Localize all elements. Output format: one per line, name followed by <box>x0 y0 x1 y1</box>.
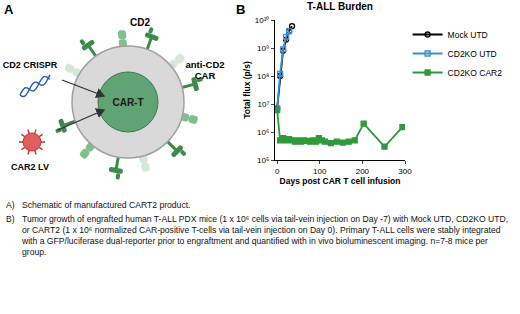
svg-text:10⁷: 10⁷ <box>258 100 270 109</box>
svg-text:10¹⁰: 10¹⁰ <box>255 16 270 25</box>
svg-text:100: 100 <box>313 167 327 176</box>
html-text:A): A) <box>6 200 15 210</box>
svg-text:CAR2 LV: CAR2 LV <box>11 162 49 172</box>
svg-text:300: 300 <box>398 167 412 176</box>
svg-text:0: 0 <box>275 167 280 176</box>
svg-text:Total flux (p/s): Total flux (p/s) <box>242 61 252 119</box>
svg-text:CD2KO CAR2: CD2KO CAR2 <box>448 68 503 78</box>
svg-text:CD2 CRISPR: CD2 CRISPR <box>3 60 58 70</box>
svg-text:200: 200 <box>356 167 370 176</box>
svg-text:10⁶: 10⁶ <box>257 128 269 137</box>
svg-text:CD2KO UTD: CD2KO UTD <box>448 49 497 59</box>
html-text:Tumor growth of engrafted huma: Tumor growth of engrafted human T-ALL PD… <box>22 214 509 257</box>
svg-text:10⁸: 10⁸ <box>257 72 269 81</box>
svg-text:T-ALL Burden: T-ALL Burden <box>307 1 373 12</box>
svg-text:Mock UTD: Mock UTD <box>448 30 488 40</box>
svg-text:10⁹: 10⁹ <box>257 44 269 53</box>
svg-text:Days post CAR T cell infusion: Days post CAR T cell infusion <box>280 176 401 186</box>
svg-text:A: A <box>4 2 14 17</box>
html-text:B): B) <box>6 214 15 224</box>
html-text:B: B <box>236 2 246 17</box>
svg-text:CD2: CD2 <box>130 17 150 28</box>
svg-text:10⁵: 10⁵ <box>257 156 269 165</box>
html-text:Schematic of manufactured CART: Schematic of manufactured CART2 product. <box>22 200 191 210</box>
svg-text:anti-CD2CAR: anti-CD2CAR <box>185 59 224 81</box>
svg-text:CAR-T: CAR-T <box>112 97 143 108</box>
